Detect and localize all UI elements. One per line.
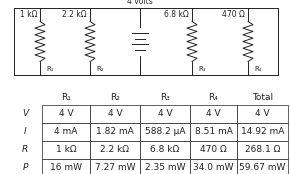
Text: R₄: R₄ — [254, 66, 262, 72]
Bar — [90, 159, 140, 174]
Text: 4 V: 4 V — [158, 109, 172, 118]
Bar — [237, 123, 288, 141]
Text: R₂: R₂ — [110, 93, 120, 102]
Text: 4 V: 4 V — [108, 109, 122, 118]
Bar — [190, 123, 237, 141]
Bar — [140, 123, 190, 141]
Text: 2.2 kΩ: 2.2 kΩ — [62, 10, 87, 19]
Text: V: V — [22, 109, 28, 118]
Text: 470 Ω: 470 Ω — [222, 10, 245, 19]
Text: 34.0 mW: 34.0 mW — [193, 164, 234, 172]
Bar — [237, 141, 288, 159]
Text: 588.2 μA: 588.2 μA — [145, 128, 185, 136]
Text: R₄: R₄ — [209, 93, 218, 102]
Text: 4 V: 4 V — [206, 109, 221, 118]
Text: 7.27 mW: 7.27 mW — [95, 164, 135, 172]
Bar — [90, 105, 140, 123]
Bar — [90, 123, 140, 141]
Bar — [140, 105, 190, 123]
Bar — [42, 141, 90, 159]
Bar — [140, 141, 190, 159]
Text: R: R — [22, 145, 28, 155]
Bar — [42, 105, 90, 123]
Text: 59.67 mW: 59.67 mW — [239, 164, 286, 172]
Bar — [42, 123, 90, 141]
Text: R₃: R₃ — [160, 93, 170, 102]
Text: 14.92 mA: 14.92 mA — [241, 128, 284, 136]
Text: 4 mA: 4 mA — [54, 128, 78, 136]
Text: 470 Ω: 470 Ω — [200, 145, 227, 155]
Text: I: I — [24, 128, 26, 136]
Text: 1 kΩ: 1 kΩ — [56, 145, 76, 155]
Text: 16 mW: 16 mW — [50, 164, 82, 172]
Bar — [190, 105, 237, 123]
Text: 268.1 Ω: 268.1 Ω — [245, 145, 280, 155]
Bar — [140, 159, 190, 174]
Text: 6.8 kΩ: 6.8 kΩ — [164, 10, 189, 19]
Bar — [190, 159, 237, 174]
Text: 2.35 mW: 2.35 mW — [145, 164, 185, 172]
Text: Total: Total — [252, 93, 273, 102]
Bar — [237, 159, 288, 174]
Text: 6.8 kΩ: 6.8 kΩ — [151, 145, 180, 155]
Text: 4 V: 4 V — [59, 109, 73, 118]
Text: 4 volts: 4 volts — [127, 0, 153, 6]
Text: 4 V: 4 V — [255, 109, 270, 118]
Text: R₁: R₁ — [46, 66, 53, 72]
Bar — [90, 141, 140, 159]
Text: 1 kΩ: 1 kΩ — [19, 10, 37, 19]
Text: P: P — [22, 164, 28, 172]
Bar — [42, 159, 90, 174]
Text: 1.82 mA: 1.82 mA — [96, 128, 134, 136]
Bar — [190, 141, 237, 159]
Text: R₃: R₃ — [198, 66, 206, 72]
Text: R₂: R₂ — [96, 66, 104, 72]
Bar — [237, 105, 288, 123]
Text: R₁: R₁ — [61, 93, 71, 102]
Text: 2.2 kΩ: 2.2 kΩ — [101, 145, 130, 155]
Text: 8.51 mA: 8.51 mA — [195, 128, 233, 136]
